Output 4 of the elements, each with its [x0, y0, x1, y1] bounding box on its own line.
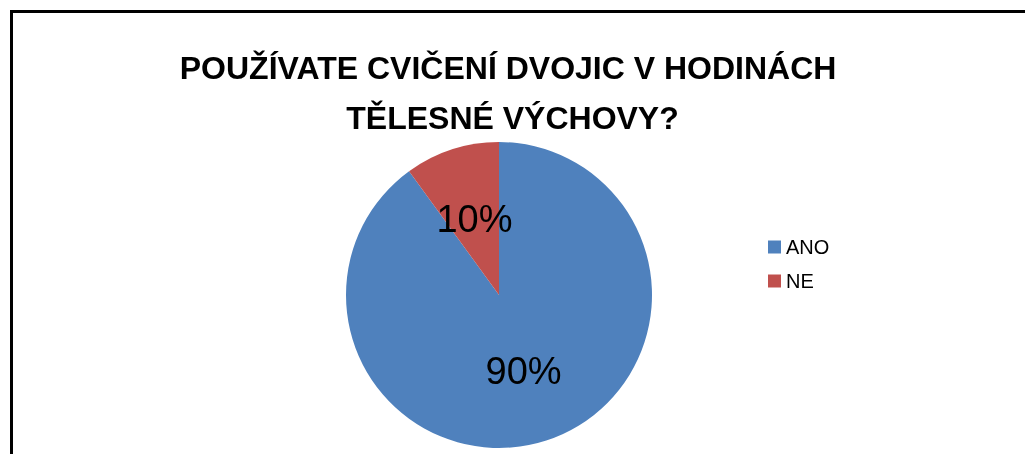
data-label: 90% — [485, 349, 562, 392]
legend-label: NE — [786, 270, 814, 292]
legend-label: ANO — [786, 236, 830, 258]
chart-title: POUŽÍVATE CVIČENÍ DVOJIC V HODINÁCH TĚLESNÉ VÝCHOVY? — [179, 50, 846, 136]
